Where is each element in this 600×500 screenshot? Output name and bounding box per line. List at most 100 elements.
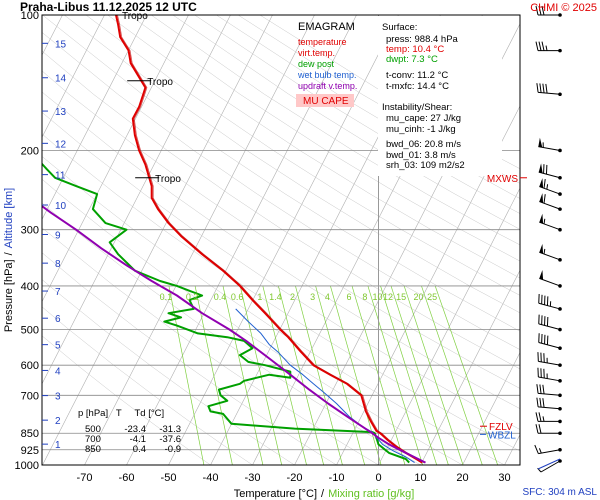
dry-adiabat (42, 202, 421, 465)
y-tick-label: 600 (21, 360, 39, 372)
legend-dewpoint: dew post (298, 59, 335, 69)
isotherm-line (168, 15, 399, 465)
x-tick-label: 10 (414, 472, 426, 484)
mixing-ratio-label: 25 (427, 292, 437, 302)
mixing-ratio-line (295, 285, 343, 465)
chart-title: Praha-Libus 11.12.2025 12 UTC (20, 0, 197, 14)
wind-barb (535, 5, 562, 17)
mxws-label: MXWS (487, 174, 518, 185)
pt-row-t: 0.4 (133, 444, 146, 455)
pt-row-p: 850 (85, 444, 101, 455)
dry-adiabat (151, 15, 520, 246)
wind-barb-flag (538, 5, 542, 16)
wind-barb-halfflag (538, 448, 542, 454)
tropopause-label: Tropo (122, 11, 148, 22)
dry-adiabat (42, 306, 253, 465)
wind-barb-staff (540, 460, 561, 473)
mixing-ratio-label: 8 (362, 292, 367, 302)
dry-adiabat (42, 32, 520, 350)
altitude-tick-label: 9 (55, 230, 61, 241)
wind-barb-flag (538, 41, 542, 51)
wind-barb-staff (538, 392, 561, 396)
dry-adiabat (85, 15, 520, 296)
mixing-ratio-label: 15 (396, 292, 406, 302)
wind-barb-pennant (539, 243, 544, 254)
wind-barb-flag (535, 41, 539, 51)
wind-barb (534, 444, 562, 455)
pt-row-p: 700 (85, 434, 101, 445)
dry-adiabat (42, 156, 505, 465)
dry-adiabat (42, 112, 520, 430)
mixing-ratio-line (239, 285, 283, 465)
surface-heading: Surface: (382, 22, 417, 33)
y-tick-label: 925 (21, 445, 39, 457)
wbzl-label: WBZL (488, 430, 516, 441)
wind-barb-flag (539, 397, 542, 408)
wind-barb-flag (535, 5, 539, 16)
dry-adiabat (42, 252, 337, 465)
wind-barb-halfflag (546, 184, 549, 190)
dry-adiabat (42, 279, 295, 465)
wind-barb (539, 269, 562, 288)
mixing-ratio-line (367, 285, 423, 465)
wind-barb-flag (541, 41, 545, 51)
x-tick-label: -20 (287, 472, 303, 484)
pt-table: p [hPa] T Td [°C] 500 -23.4 -31.3 700 -4… (78, 408, 181, 455)
pt-row-p: 500 (85, 424, 101, 435)
series-dew-post (42, 162, 410, 464)
wind-barb (537, 352, 562, 367)
legend-updraft: updraft v.temp. (298, 81, 357, 91)
mixing-ratio-line (315, 285, 366, 465)
x-tick-label: -50 (161, 472, 177, 484)
series-temperature (115, 15, 423, 464)
y-tick-label: 300 (21, 225, 39, 237)
wind-barb-flag (538, 424, 542, 434)
altitude-tick-label: 2 (55, 416, 61, 427)
y-axis-label: Pressure [hPa] / Altitude [km] (3, 188, 15, 332)
altitude-tick-label: 8 (55, 259, 61, 270)
isotherm-line (378, 187, 520, 465)
altitude-tick-label: 15 (55, 39, 67, 50)
wind-barb-staff (538, 323, 561, 331)
dry-adiabat (42, 50, 520, 370)
wind-barb (536, 397, 562, 411)
svg-text:Pressure [hPa]/Altitude [km]: Pressure [hPa] / Altitude [km] (3, 188, 15, 332)
y-tick-label: 100 (21, 10, 39, 22)
dry-adiabat (64, 15, 520, 314)
altitude-tick-label: 11 (55, 171, 66, 182)
wind-barb (539, 243, 562, 262)
plot-frame (41, 14, 521, 466)
wind-barb-pennant (539, 193, 544, 203)
altitude-tick-label: 1 (55, 440, 61, 451)
isotherm-line (462, 351, 520, 465)
instability-mucape: mu_cape: 27 J/kg (386, 113, 461, 124)
x-tick-label: -40 (203, 472, 219, 484)
mixing-ratio-line (390, 285, 449, 465)
wind-barb-pennant (539, 213, 544, 224)
altitude-tick-label: 5 (55, 341, 61, 352)
wind-barb (535, 424, 562, 436)
isotherm-line (84, 15, 315, 465)
series-virtual-temperature (117, 15, 424, 463)
wind-barb-flag (538, 412, 542, 422)
x-axis-label: Temperature [°C] / Mixing ratio [g/kg] (234, 488, 415, 500)
mucape-swatch (296, 94, 354, 107)
mixing-ratio-label: 4 (325, 292, 330, 302)
wind-barb (535, 412, 562, 424)
x-tick-label: -60 (119, 472, 135, 484)
mixing-ratio-line (380, 285, 438, 465)
x-tick-label: 0 (375, 472, 381, 484)
x-label-sep: / (321, 488, 325, 500)
wind-barb-flag (536, 83, 539, 93)
pt-table-header: p [hPa] T Td [°C] (78, 408, 164, 419)
pt-row-t: -4.1 (130, 434, 146, 445)
altitude-tick-label: 7 (55, 287, 61, 298)
wind-barb-flag (536, 384, 539, 394)
y-tick-label: 700 (21, 390, 39, 402)
mixing-ratio-label: 3 (310, 292, 315, 302)
wind-barb (539, 193, 562, 211)
wind-barb-flag (534, 444, 539, 454)
legend-wetbulb: wet bulb temp. (297, 70, 357, 80)
surface-temp: temp: 10.4 °C (386, 44, 444, 55)
mixing-ratio-label: 0.2 (186, 292, 199, 302)
